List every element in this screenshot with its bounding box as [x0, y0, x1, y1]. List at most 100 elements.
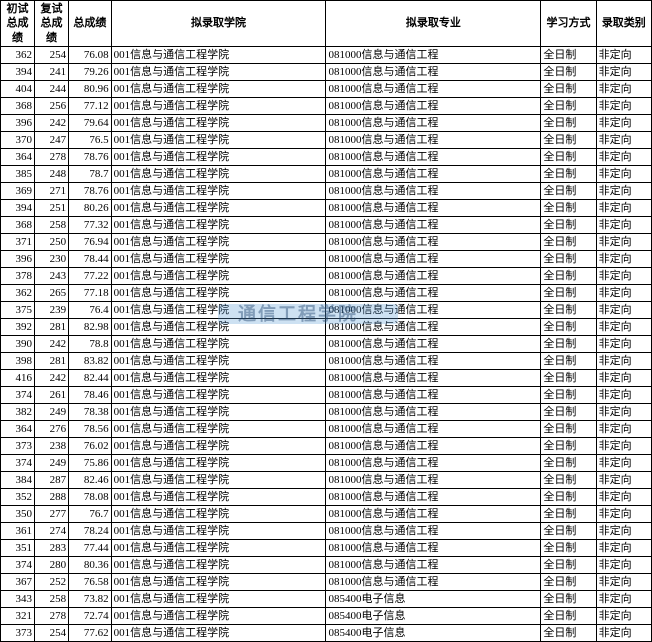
column-header-6: 录取类别 [596, 1, 651, 47]
table-cell: 全日制 [541, 386, 596, 403]
table-cell: 全日制 [541, 318, 596, 335]
table-cell: 73.82 [69, 590, 112, 607]
table-cell: 001信息与通信工程学院 [111, 539, 326, 556]
table-row: 36725276.58001信息与通信工程学院081000信息与通信工程全日制非… [1, 573, 652, 590]
table-cell: 非定向 [596, 216, 651, 233]
table-cell: 001信息与通信工程学院 [111, 148, 326, 165]
table-cell: 081000信息与通信工程 [326, 267, 541, 284]
table-cell: 261 [35, 386, 69, 403]
table-row: 35128377.44001信息与通信工程学院081000信息与通信工程全日制非… [1, 539, 652, 556]
table-cell: 378 [1, 267, 35, 284]
table-cell: 373 [1, 624, 35, 641]
admission-table: 初试总成绩复试总成绩总成绩拟录取学院拟录取专业学习方式录取类别 36225476… [0, 0, 652, 642]
table-cell: 83.82 [69, 352, 112, 369]
table-cell: 081000信息与通信工程 [326, 216, 541, 233]
table-cell: 081000信息与通信工程 [326, 250, 541, 267]
table-cell: 394 [1, 199, 35, 216]
table-cell: 76.4 [69, 301, 112, 318]
table-cell: 001信息与通信工程学院 [111, 267, 326, 284]
table-cell: 001信息与通信工程学院 [111, 403, 326, 420]
table-cell: 全日制 [541, 505, 596, 522]
table-cell: 全日制 [541, 46, 596, 63]
table-cell: 全日制 [541, 556, 596, 573]
table-cell: 081000信息与通信工程 [326, 488, 541, 505]
table-cell: 001信息与通信工程学院 [111, 556, 326, 573]
table-cell: 001信息与通信工程学院 [111, 454, 326, 471]
table-row: 35027776.7001信息与通信工程学院081000信息与通信工程全日制非定… [1, 505, 652, 522]
table-cell: 258 [35, 590, 69, 607]
table-cell: 085400电子信息 [326, 590, 541, 607]
table-cell: 081000信息与通信工程 [326, 131, 541, 148]
table-cell: 非定向 [596, 284, 651, 301]
table-cell: 非定向 [596, 437, 651, 454]
table-cell: 001信息与通信工程学院 [111, 318, 326, 335]
table-cell: 非定向 [596, 131, 651, 148]
table-cell: 251 [35, 199, 69, 216]
table-cell: 78.24 [69, 522, 112, 539]
table-cell: 244 [35, 80, 69, 97]
table-cell: 全日制 [541, 590, 596, 607]
table-cell: 79.26 [69, 63, 112, 80]
table-cell: 77.18 [69, 284, 112, 301]
table-cell: 全日制 [541, 335, 596, 352]
table-cell: 416 [1, 369, 35, 386]
table-row: 38524878.7001信息与通信工程学院081000信息与通信工程全日制非定… [1, 165, 652, 182]
table-cell: 全日制 [541, 437, 596, 454]
table-cell: 全日制 [541, 233, 596, 250]
table-cell: 78.46 [69, 386, 112, 403]
table-cell: 001信息与通信工程学院 [111, 165, 326, 182]
table-cell: 364 [1, 420, 35, 437]
table-cell: 非定向 [596, 471, 651, 488]
table-cell: 78.44 [69, 250, 112, 267]
table-cell: 非定向 [596, 335, 651, 352]
table-row: 36427878.76001信息与通信工程学院081000信息与通信工程全日制非… [1, 148, 652, 165]
table-cell: 非定向 [596, 573, 651, 590]
table-cell: 001信息与通信工程学院 [111, 301, 326, 318]
table-cell: 非定向 [596, 46, 651, 63]
table-cell: 全日制 [541, 573, 596, 590]
table-cell: 276 [35, 420, 69, 437]
table-cell: 全日制 [541, 114, 596, 131]
table-row: 36825677.12001信息与通信工程学院081000信息与通信工程全日制非… [1, 97, 652, 114]
table-cell: 230 [35, 250, 69, 267]
table-cell: 非定向 [596, 233, 651, 250]
table-cell: 278 [35, 148, 69, 165]
table-cell: 390 [1, 335, 35, 352]
table-cell: 361 [1, 522, 35, 539]
table-row: 37426178.46001信息与通信工程学院081000信息与通信工程全日制非… [1, 386, 652, 403]
table-cell: 001信息与通信工程学院 [111, 131, 326, 148]
column-header-1: 复试总成绩 [35, 1, 69, 47]
table-cell: 243 [35, 267, 69, 284]
table-cell: 全日制 [541, 369, 596, 386]
table-cell: 280 [35, 556, 69, 573]
table-cell: 77.12 [69, 97, 112, 114]
table-row: 37523976.4001信息与通信工程学院081000信息与通信工程全日制非定… [1, 301, 652, 318]
table-cell: 085400电子信息 [326, 607, 541, 624]
table-cell: 081000信息与通信工程 [326, 318, 541, 335]
table-cell: 001信息与通信工程学院 [111, 199, 326, 216]
table-row: 36127478.24001信息与通信工程学院081000信息与通信工程全日制非… [1, 522, 652, 539]
table-cell: 362 [1, 284, 35, 301]
table-cell: 76.5 [69, 131, 112, 148]
table-cell: 非定向 [596, 522, 651, 539]
table-cell: 全日制 [541, 80, 596, 97]
table-cell: 258 [35, 216, 69, 233]
table-row: 41624282.44001信息与通信工程学院081000信息与通信工程全日制非… [1, 369, 652, 386]
table-cell: 非定向 [596, 420, 651, 437]
table-cell: 78.08 [69, 488, 112, 505]
table-cell: 396 [1, 114, 35, 131]
table-cell: 374 [1, 454, 35, 471]
table-cell: 82.44 [69, 369, 112, 386]
table-row: 36825877.32001信息与通信工程学院081000信息与通信工程全日制非… [1, 216, 652, 233]
table-row: 39228182.98001信息与通信工程学院081000信息与通信工程全日制非… [1, 318, 652, 335]
table-cell: 78.7 [69, 165, 112, 182]
table-cell: 001信息与通信工程学院 [111, 335, 326, 352]
table-cell: 全日制 [541, 539, 596, 556]
table-cell: 278 [35, 607, 69, 624]
table-cell: 081000信息与通信工程 [326, 386, 541, 403]
table-cell: 82.98 [69, 318, 112, 335]
table-cell: 369 [1, 182, 35, 199]
table-cell: 82.46 [69, 471, 112, 488]
column-header-3: 拟录取学院 [111, 1, 326, 47]
table-cell: 001信息与通信工程学院 [111, 522, 326, 539]
